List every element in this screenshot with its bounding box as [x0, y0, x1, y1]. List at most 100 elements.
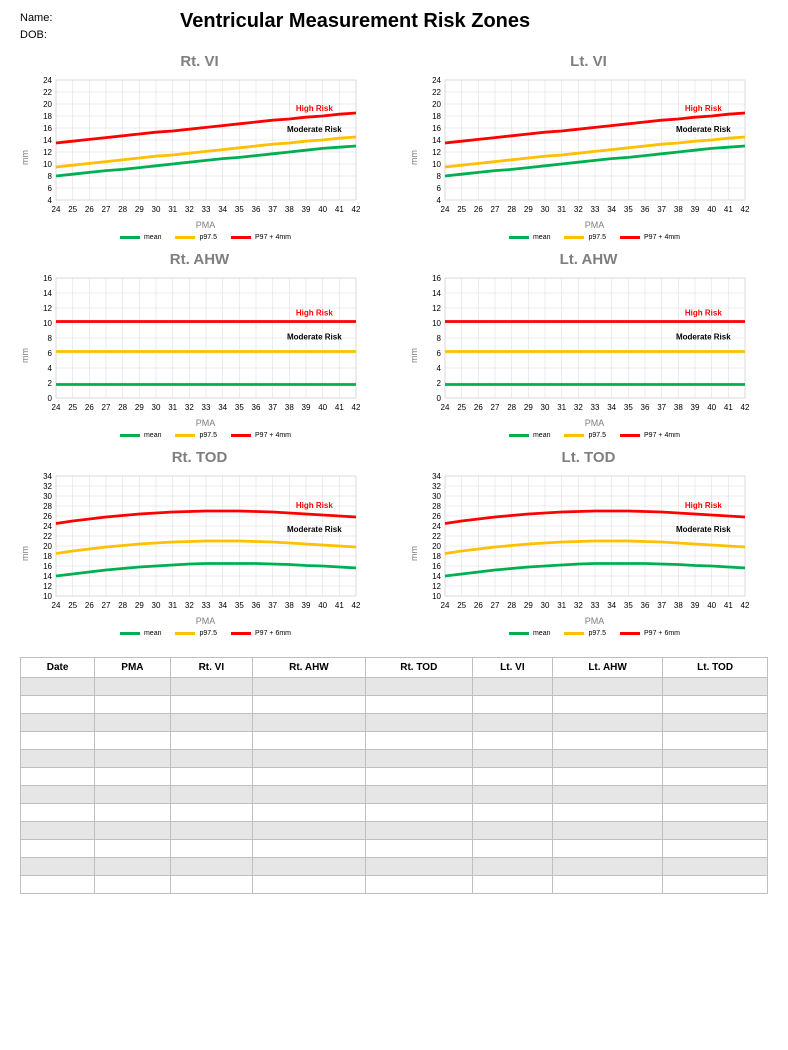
table-cell[interactable]: [552, 858, 662, 876]
table-cell[interactable]: [365, 714, 472, 732]
table-cell[interactable]: [95, 732, 170, 750]
table-cell[interactable]: [95, 876, 170, 894]
table-cell[interactable]: [170, 732, 253, 750]
table-row: [21, 750, 768, 768]
table-cell[interactable]: [663, 750, 768, 768]
table-cell[interactable]: [170, 840, 253, 858]
table-cell[interactable]: [663, 858, 768, 876]
table-cell[interactable]: [170, 822, 253, 840]
table-cell[interactable]: [663, 732, 768, 750]
table-cell[interactable]: [170, 804, 253, 822]
table-cell[interactable]: [253, 858, 366, 876]
table-cell[interactable]: [472, 822, 552, 840]
table-cell[interactable]: [552, 750, 662, 768]
svg-text:41: 41: [724, 205, 733, 214]
table-cell[interactable]: [663, 786, 768, 804]
table-cell[interactable]: [95, 768, 170, 786]
table-cell[interactable]: [365, 732, 472, 750]
table-cell[interactable]: [253, 804, 366, 822]
table-cell[interactable]: [21, 804, 95, 822]
table-cell[interactable]: [552, 804, 662, 822]
table-cell[interactable]: [552, 696, 662, 714]
table-cell[interactable]: [253, 732, 366, 750]
table-cell[interactable]: [21, 786, 95, 804]
table-cell[interactable]: [472, 804, 552, 822]
table-cell[interactable]: [95, 696, 170, 714]
table-cell[interactable]: [21, 714, 95, 732]
table-cell[interactable]: [253, 876, 366, 894]
table-cell[interactable]: [365, 840, 472, 858]
table-cell[interactable]: [253, 678, 366, 696]
table-cell[interactable]: [253, 786, 366, 804]
table-cell[interactable]: [95, 822, 170, 840]
table-cell[interactable]: [95, 714, 170, 732]
table-cell[interactable]: [663, 696, 768, 714]
table-cell[interactable]: [21, 678, 95, 696]
table-cell[interactable]: [472, 876, 552, 894]
table-cell[interactable]: [365, 678, 472, 696]
table-cell[interactable]: [663, 840, 768, 858]
table-cell[interactable]: [170, 786, 253, 804]
table-cell[interactable]: [472, 732, 552, 750]
table-cell[interactable]: [253, 750, 366, 768]
table-cell[interactable]: [472, 786, 552, 804]
table-cell[interactable]: [663, 714, 768, 732]
table-cell[interactable]: [472, 714, 552, 732]
table-cell[interactable]: [21, 876, 95, 894]
table-cell[interactable]: [365, 876, 472, 894]
table-cell[interactable]: [472, 858, 552, 876]
table-cell[interactable]: [552, 768, 662, 786]
table-cell[interactable]: [170, 696, 253, 714]
table-cell[interactable]: [552, 822, 662, 840]
table-cell[interactable]: [365, 804, 472, 822]
table-cell[interactable]: [170, 678, 253, 696]
table-cell[interactable]: [253, 840, 366, 858]
table-cell[interactable]: [552, 876, 662, 894]
table-cell[interactable]: [95, 678, 170, 696]
table-cell[interactable]: [21, 768, 95, 786]
table-cell[interactable]: [253, 714, 366, 732]
table-cell[interactable]: [170, 876, 253, 894]
table-cell[interactable]: [365, 786, 472, 804]
table-cell[interactable]: [253, 768, 366, 786]
table-cell[interactable]: [552, 786, 662, 804]
table-cell[interactable]: [552, 840, 662, 858]
table-cell[interactable]: [95, 804, 170, 822]
table-cell[interactable]: [472, 750, 552, 768]
table-cell[interactable]: [253, 822, 366, 840]
table-cell[interactable]: [663, 876, 768, 894]
table-cell[interactable]: [253, 696, 366, 714]
table-cell[interactable]: [365, 822, 472, 840]
table-cell[interactable]: [552, 714, 662, 732]
table-cell[interactable]: [663, 822, 768, 840]
table-cell[interactable]: [365, 858, 472, 876]
table-cell[interactable]: [663, 678, 768, 696]
table-cell[interactable]: [663, 768, 768, 786]
table-cell[interactable]: [21, 840, 95, 858]
table-cell[interactable]: [95, 750, 170, 768]
table-cell[interactable]: [170, 858, 253, 876]
table-cell[interactable]: [95, 786, 170, 804]
table-cell[interactable]: [95, 858, 170, 876]
table-cell[interactable]: [365, 768, 472, 786]
table-cell[interactable]: [21, 750, 95, 768]
table-cell[interactable]: [552, 732, 662, 750]
table-cell[interactable]: [21, 822, 95, 840]
table-cell[interactable]: [170, 768, 253, 786]
table-cell[interactable]: [21, 858, 95, 876]
chart-title: Lt. AHW: [409, 251, 768, 268]
table-cell[interactable]: [472, 768, 552, 786]
table-cell[interactable]: [365, 750, 472, 768]
table-cell[interactable]: [663, 804, 768, 822]
table-cell[interactable]: [472, 840, 552, 858]
table-cell[interactable]: [21, 696, 95, 714]
table-cell[interactable]: [170, 714, 253, 732]
table-cell[interactable]: [472, 678, 552, 696]
chart-svg: 0246810121416 24252627282930313233343536…: [421, 272, 751, 416]
table-cell[interactable]: [170, 750, 253, 768]
table-cell[interactable]: [21, 732, 95, 750]
table-cell[interactable]: [552, 678, 662, 696]
table-cell[interactable]: [472, 696, 552, 714]
table-cell[interactable]: [95, 840, 170, 858]
table-cell[interactable]: [365, 696, 472, 714]
